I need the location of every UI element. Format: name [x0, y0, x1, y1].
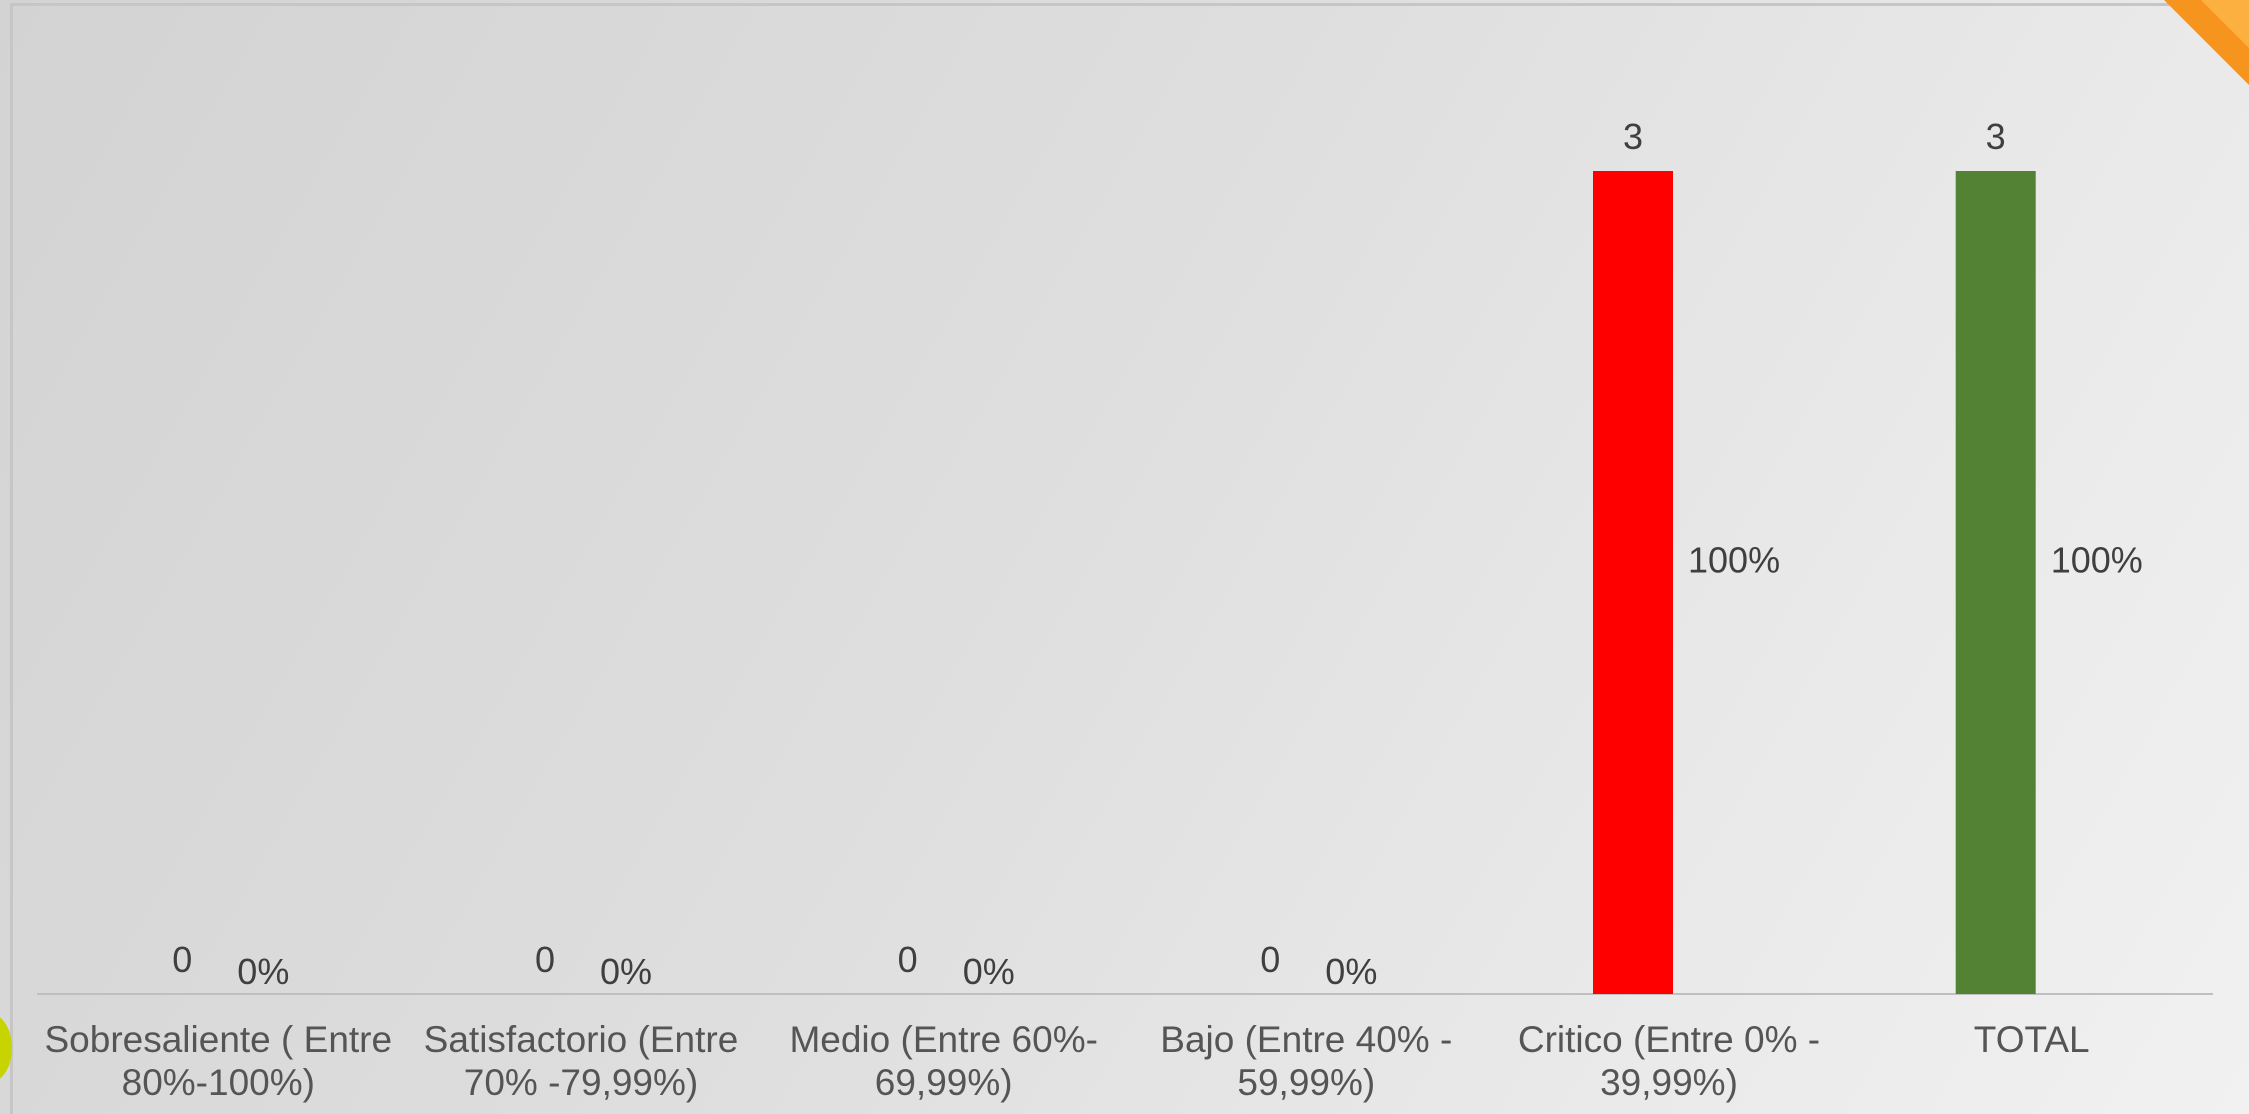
orange-corner-accent-highlight: [2201, 0, 2249, 48]
data-labels-layer: 0 0% 0 0% 0 0% 0 0% 3 100% 3 100%: [172, 116, 2142, 992]
chart-frame: [10, 3, 2249, 1114]
percent-label-1: 0%: [600, 951, 652, 992]
count-label-4: 3: [1623, 116, 1643, 157]
percent-label-2: 0%: [963, 951, 1015, 992]
percent-label-5: 100%: [2051, 540, 2143, 581]
count-label-5: 3: [1986, 116, 2006, 157]
percent-label-0: 0%: [237, 951, 289, 992]
category-label-5: TOTAL: [1974, 1019, 2090, 1060]
category-label-3: Bajo (Entre 40% -59,99%): [1160, 1019, 1452, 1103]
count-label-3: 0: [1260, 939, 1280, 980]
bar-5: [1955, 171, 2036, 994]
count-label-1: 0: [535, 939, 555, 980]
percent-label-4: 100%: [1688, 540, 1780, 581]
percent-label-3: 0%: [1325, 951, 1377, 992]
category-label-4: Critico (Entre 0% -39,99%): [1518, 1019, 1820, 1103]
category-label-1: Satisfactorio (Entre 70% -79,99%): [424, 1019, 739, 1103]
bar-4: [1593, 171, 1673, 994]
count-label-2: 0: [898, 939, 918, 980]
category-label-0: Sobresaliente ( Entre 80%-100%): [45, 1019, 393, 1103]
category-label-2: Medio (Entre 60%-69,99%): [789, 1019, 1097, 1103]
count-label-0: 0: [172, 939, 192, 980]
category-labels-layer: Sobresaliente ( Entre 80%-100%) Satisfacto…: [45, 1019, 2090, 1103]
bars-layer: [1593, 171, 2036, 994]
